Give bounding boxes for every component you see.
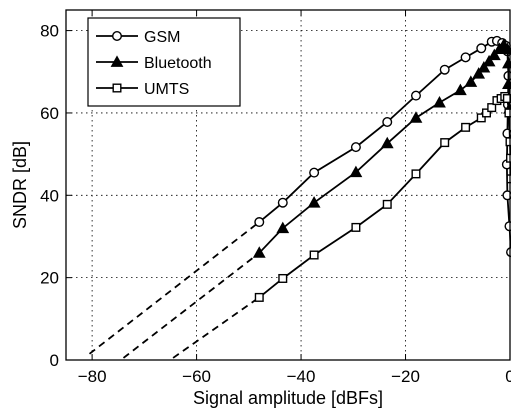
y-tick-label: 80 — [40, 22, 59, 41]
plot-frame — [65, 9, 511, 361]
umts-point — [461, 122, 471, 132]
legend-item-umts: UMTS — [96, 81, 189, 98]
legend-marker-umts — [112, 83, 122, 93]
bluetooth-point — [433, 96, 446, 108]
legend-label-gsm: GSM — [144, 29, 180, 46]
legend-marker-gsm — [111, 31, 122, 42]
gsm-point — [350, 142, 361, 153]
legend-marker-bluetooth — [110, 55, 124, 67]
bluetooth-point — [453, 83, 467, 96]
gsm-point — [410, 90, 421, 101]
gsm-point — [254, 217, 265, 228]
gsm-point — [309, 167, 320, 178]
legend-item-bluetooth: Bluetooth — [96, 55, 212, 72]
bluetooth-point — [307, 196, 321, 208]
y-tick-label: 0 — [50, 351, 59, 370]
series-group — [252, 35, 511, 302]
bluetooth-line — [258, 43, 511, 254]
gsm-point — [476, 43, 487, 54]
bluetooth-point — [482, 54, 496, 67]
x-axis-label: Signal amplitude [dBFs] — [193, 388, 383, 408]
gsm-point — [460, 52, 471, 63]
umts-point — [506, 174, 511, 184]
legend: GSM Bluetooth UMTS — [87, 17, 241, 107]
legend-label-bluetooth: Bluetooth — [144, 55, 212, 72]
x-tick-label: −20 — [391, 367, 420, 386]
gsm-point — [382, 116, 393, 127]
tick-labels: −80 −60 −40 −20 0 0 20 40 60 80 — [40, 10, 511, 386]
bluetooth-point — [477, 61, 491, 73]
bluetooth-point — [349, 165, 363, 178]
umts-point — [481, 108, 491, 118]
bluetooth-point — [472, 67, 486, 79]
legend-item-gsm: GSM — [96, 29, 180, 46]
y-tick-label: 60 — [40, 104, 59, 123]
bluetooth-point — [380, 136, 394, 149]
bluetooth-point — [276, 221, 290, 234]
bluetooth-point — [409, 111, 423, 123]
bluetooth-point — [252, 246, 266, 258]
umts-point — [411, 169, 421, 179]
umts-point — [351, 222, 361, 232]
legend-label-umts: UMTS — [144, 81, 189, 98]
gsm-point — [277, 197, 288, 208]
umts-point — [440, 138, 450, 148]
bluetooth-point — [502, 56, 511, 69]
x-tick-label: −60 — [182, 367, 211, 386]
gsm-point — [502, 190, 511, 201]
umts-point — [502, 94, 511, 104]
bluetooth-point — [502, 77, 511, 89]
x-tick-label: −80 — [78, 367, 107, 386]
y-tick-label: 20 — [40, 269, 59, 288]
umts-point — [382, 199, 392, 209]
umts-point — [504, 108, 511, 118]
umts-point — [487, 103, 497, 113]
umts-point — [476, 113, 486, 123]
bluetooth-extrapolation-line — [122, 252, 260, 359]
x-tick-label: 0 — [505, 367, 511, 386]
extrapolation-lines — [88, 221, 260, 359]
umts-extrapolation-line — [172, 296, 260, 359]
umts-line — [258, 95, 511, 299]
gsm-point — [439, 64, 450, 75]
y-axis-label: SNDR [dB] — [10, 141, 30, 229]
umts-series — [254, 91, 511, 302]
bluetooth-series — [252, 38, 511, 258]
x-tick-label: −40 — [287, 367, 316, 386]
umts-point — [309, 250, 319, 260]
bluetooth-point — [487, 48, 501, 61]
bluetooth-point — [464, 75, 478, 87]
gsm-extrapolation-line — [88, 221, 260, 355]
umts-point — [278, 273, 288, 283]
umts-point — [254, 292, 264, 302]
y-tick-label: 40 — [40, 186, 59, 205]
